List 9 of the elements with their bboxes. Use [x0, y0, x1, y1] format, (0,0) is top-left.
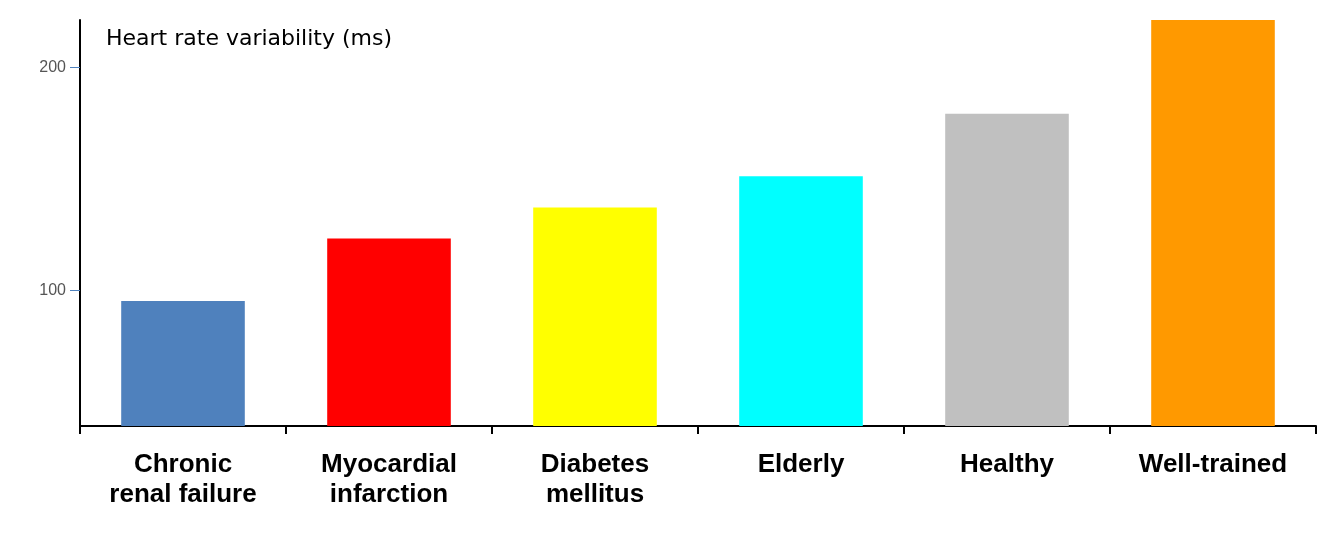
- y-tick-label: 200: [39, 58, 67, 76]
- x-tick-label: Elderly: [757, 448, 845, 478]
- y-axis-title: Heart rate variability (ms): [106, 24, 393, 50]
- x-tick-label: Myocardial infarction: [321, 448, 457, 508]
- x-tick-label: Healthy: [960, 448, 1055, 478]
- x-tick-label: Diabetes mellitus: [540, 448, 650, 508]
- x-tick-label: Chronic renal failure: [109, 448, 257, 508]
- x-tick-label: Well-trained: [1138, 448, 1288, 478]
- y-tick-label: 100: [39, 281, 67, 299]
